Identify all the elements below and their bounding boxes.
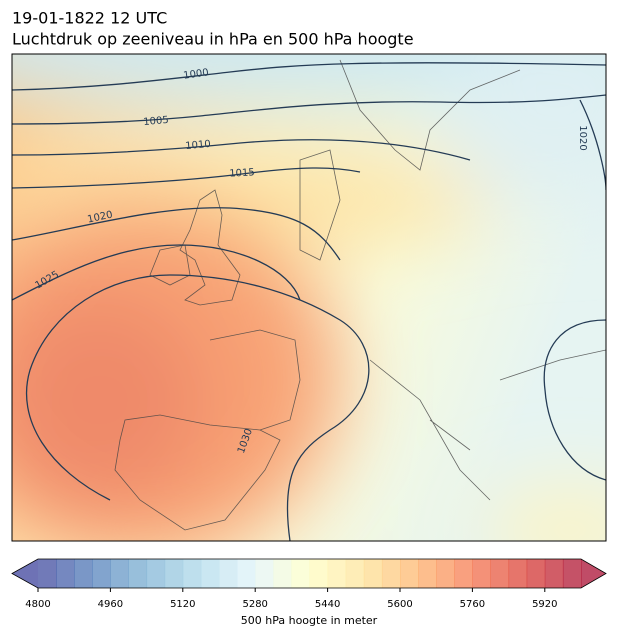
isobar-label: 1010: [185, 139, 211, 152]
colorbar-bin: [128, 559, 148, 588]
colorbar-bin: [345, 559, 365, 588]
colorbar-bin: [164, 559, 184, 588]
colorbar-bin: [526, 559, 546, 588]
colorbar-bin: [200, 559, 220, 588]
colorbar-bin: [255, 559, 274, 588]
colorbar-bin: [472, 559, 491, 588]
isobar-label: 1015: [229, 167, 255, 179]
isobar-label: 1005: [143, 115, 169, 128]
colorbar-bin: [490, 559, 510, 588]
colorbar-bin: [110, 559, 129, 588]
colorbar-bin: [363, 559, 383, 588]
map-title: Luchtdruk op zeeniveau in hPa en 500 hPa…: [12, 30, 414, 49]
isobar-label: 1020: [87, 209, 114, 225]
colorbar-bin: [74, 559, 93, 588]
time-label: 19-01-1822 12 UTC: [12, 9, 167, 28]
colorbar-bin: [92, 559, 111, 588]
colorbar-tick-label: 5120: [170, 599, 195, 610]
colorbar-bin: [182, 559, 202, 588]
colorbar-extend-low: [12, 559, 38, 588]
colorbar-bin: [273, 559, 292, 588]
isobar-label: 1000: [183, 67, 210, 81]
colorbar-extend-high: [581, 559, 606, 588]
colorbar-label: 500 hPa hoogte in meter: [241, 614, 378, 627]
colorbar-bin: [454, 559, 473, 588]
map-frame: [11, 53, 607, 542]
colorbar-tick-label: 4800: [25, 599, 50, 610]
colorbar-bin: [56, 559, 75, 588]
colorbar-bin: [436, 559, 455, 588]
colorbar-tick-label: 5920: [532, 599, 557, 610]
colorbar-tick-label: 5600: [387, 599, 412, 610]
isobar-label: 1020: [577, 125, 588, 150]
colorbar-tick-label: 5440: [315, 599, 340, 610]
colorbar-bin: [291, 559, 310, 588]
colorbar-tick-label: 5280: [242, 599, 267, 610]
colorbar-bin: [219, 559, 238, 588]
colorbar-bin: [381, 559, 401, 588]
colorbar-bin: [418, 559, 437, 588]
colorbar-bin: [508, 559, 528, 588]
colorbar-tick-label: 4960: [98, 599, 123, 610]
map: [12, 54, 606, 541]
colorbar-bin: [38, 559, 57, 588]
colorbar-bin: [400, 559, 419, 588]
colorbar-outline: [11, 558, 607, 589]
colorbar-tick-label: 5760: [460, 599, 485, 610]
colorbar-bin: [146, 559, 166, 588]
colorbar-bin: [327, 559, 347, 588]
colorbar-bin: [544, 559, 564, 588]
colorbar-bin: [562, 559, 582, 588]
colorbar-bin: [309, 559, 329, 588]
colorbar-bin: [237, 559, 256, 588]
